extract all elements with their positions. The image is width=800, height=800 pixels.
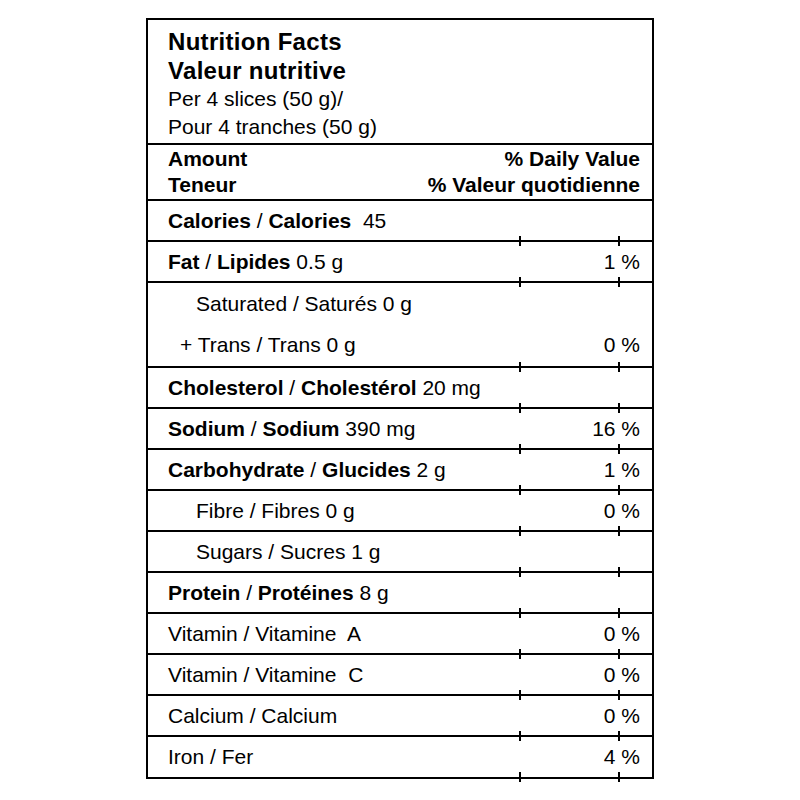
tick-mark <box>519 608 521 618</box>
nutrient-name: Sodium / Sodium 390 mg <box>168 417 415 441</box>
nutrient-line: Cholesterol / Cholestérol 20 mg <box>148 376 652 400</box>
nutrient-name: Vitamin / Vitamine C <box>168 663 363 687</box>
row-saturated-trans: Saturated / Saturés 0 g + Trans / Trans 0… <box>148 283 652 368</box>
nutrient-line: + Trans / Trans 0 g 0 % <box>148 333 652 357</box>
tick-mark <box>618 526 620 536</box>
tick-mark <box>618 277 620 287</box>
row-fat: Fat / Lipides 0.5 g 1 % <box>148 242 652 283</box>
daily-value: 1 % <box>604 458 640 482</box>
tick-mark <box>519 277 521 287</box>
row-sugars: Sugars / Sucres 1 g <box>148 532 652 573</box>
column-headers: Amount Teneur % Daily Value % Valeur quo… <box>148 145 652 201</box>
tick-mark <box>519 485 521 495</box>
nutrient-name: Carbohydrate / Glucides 2 g <box>168 458 446 482</box>
tick-mark <box>618 731 620 741</box>
tick-mark <box>618 362 620 372</box>
row-vitamin-a: Vitamin / Vitamine A 0 % <box>148 614 652 655</box>
nutrient-name: Protein / Protéines 8 g <box>168 581 389 605</box>
daily-value: 4 % <box>604 745 640 769</box>
row-calcium: Calcium / Calcium 0 % <box>148 696 652 737</box>
tick-mark <box>519 236 521 246</box>
nutrient-name: Calories / Calories 45 <box>168 209 386 233</box>
nutrient-name: Fat / Lipides 0.5 g <box>168 250 343 274</box>
nutrient-line: Saturated / Saturés 0 g <box>148 292 652 316</box>
daily-value: 0 % <box>604 499 640 523</box>
row-fibre: Fibre / Fibres 0 g 0 % <box>148 491 652 532</box>
nutrient-line: Carbohydrate / Glucides 2 g 1 % <box>148 458 652 482</box>
row-carbohydrate: Carbohydrate / Glucides 2 g 1 % <box>148 450 652 491</box>
daily-value-label-fr: % Valeur quotidienne <box>428 172 640 198</box>
nutrient-line: Sodium / Sodium 390 mg 16 % <box>148 417 652 441</box>
amount-column-header: Amount Teneur <box>168 146 247 198</box>
row-cholesterol: Cholesterol / Cholestérol 20 mg <box>148 368 652 409</box>
nutrient-name: + Trans / Trans 0 g <box>180 333 356 357</box>
label-header: Nutrition Facts Valeur nutritive Per 4 s… <box>148 20 652 145</box>
daily-value: 0 % <box>604 663 640 687</box>
tick-mark <box>618 403 620 413</box>
daily-value: 0 % <box>604 333 640 357</box>
tick-mark <box>519 403 521 413</box>
tick-mark <box>519 444 521 454</box>
nutrient-name: Vitamin / Vitamine A <box>168 622 361 646</box>
nutrient-name: Iron / Fer <box>168 745 253 769</box>
amount-label-fr: Teneur <box>168 172 247 198</box>
row-iron: Iron / Fer 4 % <box>148 737 652 776</box>
nutrient-rows: Calories / Calories 45 Fat / Lipides 0.5 … <box>148 201 652 776</box>
serving-size-fr: Pour 4 tranches (50 g) <box>168 113 640 141</box>
tick-mark <box>519 362 521 372</box>
nutrient-line: Calories / Calories 45 <box>148 209 652 233</box>
nutrient-name: Calcium / Calcium <box>168 704 337 728</box>
daily-value: 1 % <box>604 250 640 274</box>
nutrient-name: Saturated / Saturés 0 g <box>196 292 412 316</box>
nutrient-line: Protein / Protéines 8 g <box>148 581 652 605</box>
nutrient-name: Fibre / Fibres 0 g <box>196 499 355 523</box>
title-en: Nutrition Facts <box>168 27 640 56</box>
tick-mark <box>618 690 620 700</box>
nutrient-line: Vitamin / Vitamine C 0 % <box>148 663 652 687</box>
tick-mark <box>618 649 620 659</box>
nutrient-line: Vitamin / Vitamine A 0 % <box>148 622 652 646</box>
serving-size-en: Per 4 slices (50 g)/ <box>168 85 640 113</box>
amount-label-en: Amount <box>168 146 247 172</box>
nutrient-line: Fat / Lipides 0.5 g 1 % <box>148 250 652 274</box>
tick-mark <box>519 690 521 700</box>
tick-mark <box>519 649 521 659</box>
tick-mark <box>519 567 521 577</box>
nutrient-name: Cholesterol / Cholestérol 20 mg <box>168 376 481 400</box>
nutrient-name: Sugars / Sucres 1 g <box>196 540 380 564</box>
title-fr: Valeur nutritive <box>168 56 640 85</box>
daily-value: 0 % <box>604 704 640 728</box>
tick-mark <box>618 236 620 246</box>
daily-value-column-header: % Daily Value % Valeur quotidienne <box>428 146 640 198</box>
nutrient-line: Iron / Fer 4 % <box>148 745 652 769</box>
nutrient-line: Fibre / Fibres 0 g 0 % <box>148 499 652 523</box>
row-sodium: Sodium / Sodium 390 mg 16 % <box>148 409 652 450</box>
row-vitamin-c: Vitamin / Vitamine C 0 % <box>148 655 652 696</box>
nutrition-facts-label: Nutrition Facts Valeur nutritive Per 4 s… <box>146 18 654 779</box>
nutrient-line: Calcium / Calcium 0 % <box>148 704 652 728</box>
tick-mark <box>618 608 620 618</box>
tick-mark <box>618 485 620 495</box>
nutrient-line: Sugars / Sucres 1 g <box>148 540 652 564</box>
daily-value: 0 % <box>604 622 640 646</box>
daily-value-label-en: % Daily Value <box>428 146 640 172</box>
tick-mark <box>618 772 620 782</box>
tick-mark <box>618 444 620 454</box>
page-background: Nutrition Facts Valeur nutritive Per 4 s… <box>0 0 800 800</box>
tick-mark <box>519 526 521 536</box>
tick-mark <box>618 567 620 577</box>
daily-value: 16 % <box>592 417 640 441</box>
row-protein: Protein / Protéines 8 g <box>148 573 652 614</box>
row-calories: Calories / Calories 45 <box>148 201 652 242</box>
tick-mark <box>519 731 521 741</box>
tick-mark <box>519 772 521 782</box>
